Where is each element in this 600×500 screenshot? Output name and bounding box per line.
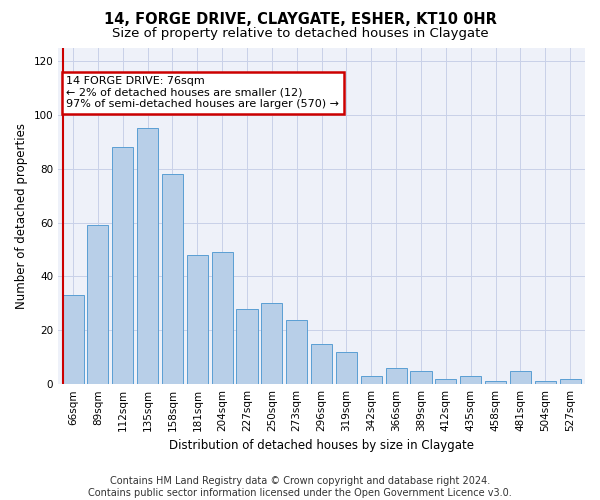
Bar bbox=[361, 376, 382, 384]
Bar bbox=[286, 320, 307, 384]
Bar bbox=[88, 226, 109, 384]
Bar bbox=[485, 382, 506, 384]
Bar bbox=[311, 344, 332, 384]
Text: Contains HM Land Registry data © Crown copyright and database right 2024.
Contai: Contains HM Land Registry data © Crown c… bbox=[88, 476, 512, 498]
Bar bbox=[510, 370, 531, 384]
Bar bbox=[112, 147, 133, 384]
Bar bbox=[560, 379, 581, 384]
Bar bbox=[137, 128, 158, 384]
Bar bbox=[410, 370, 431, 384]
X-axis label: Distribution of detached houses by size in Claygate: Distribution of detached houses by size … bbox=[169, 440, 474, 452]
Text: Size of property relative to detached houses in Claygate: Size of property relative to detached ho… bbox=[112, 28, 488, 40]
Bar bbox=[386, 368, 407, 384]
Text: 14 FORGE DRIVE: 76sqm
← 2% of detached houses are smaller (12)
97% of semi-detac: 14 FORGE DRIVE: 76sqm ← 2% of detached h… bbox=[66, 76, 339, 110]
Bar bbox=[162, 174, 183, 384]
Bar bbox=[460, 376, 481, 384]
Text: 14, FORGE DRIVE, CLAYGATE, ESHER, KT10 0HR: 14, FORGE DRIVE, CLAYGATE, ESHER, KT10 0… bbox=[104, 12, 496, 28]
Bar bbox=[62, 296, 83, 384]
Bar bbox=[336, 352, 357, 384]
Y-axis label: Number of detached properties: Number of detached properties bbox=[15, 123, 28, 309]
Bar bbox=[187, 255, 208, 384]
Bar bbox=[435, 379, 457, 384]
Bar bbox=[212, 252, 233, 384]
Bar bbox=[236, 309, 257, 384]
Bar bbox=[535, 382, 556, 384]
Bar bbox=[262, 304, 283, 384]
